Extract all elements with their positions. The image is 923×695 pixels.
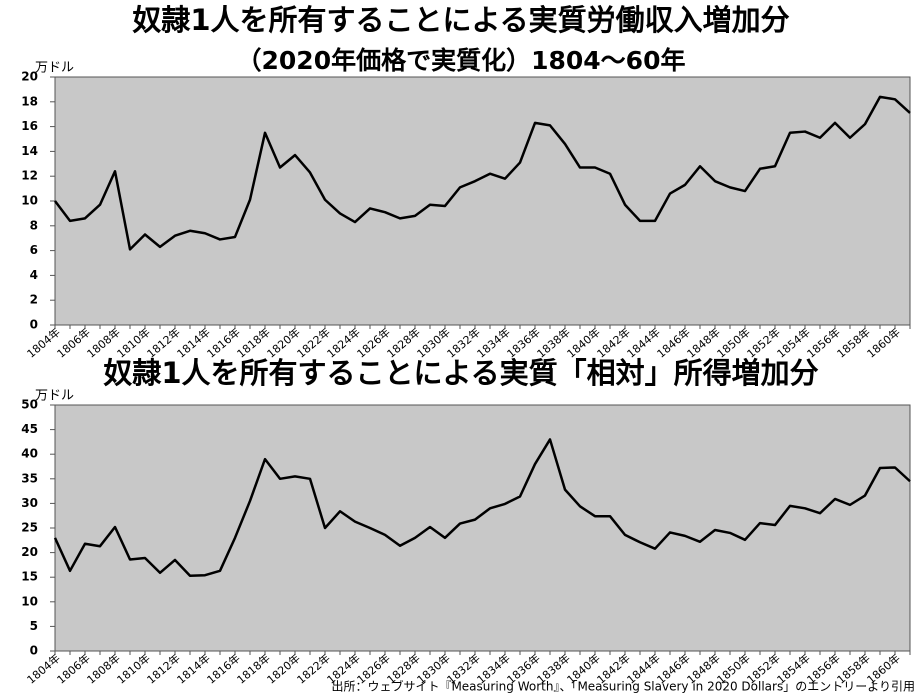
y-tick-label: 6	[30, 243, 38, 257]
y-tick-label: 18	[21, 94, 38, 108]
y-tick-label: 0	[30, 644, 38, 658]
data-line	[53, 438, 911, 577]
x-tick-label: 1856年	[804, 325, 843, 361]
y-tick-label: 30	[21, 496, 38, 510]
y-tick-label: 15	[21, 570, 38, 584]
plot-area	[54, 76, 911, 326]
y-unit: 万ドル	[35, 61, 74, 76]
y-tick-label: 2	[30, 293, 38, 307]
y-tick-label: 10	[21, 194, 38, 208]
x-tick-label: 1806年	[54, 651, 93, 687]
x-tick-label: 1806年	[54, 325, 93, 361]
x-tick-label: 1818年	[234, 651, 273, 687]
x-tick-label: 1858年	[834, 325, 873, 361]
y-tick-label: 25	[21, 521, 38, 535]
y-tick-label: 45	[21, 422, 38, 436]
y-tick-label: 10	[21, 594, 38, 608]
y-tick-label: 20	[21, 545, 38, 559]
source-note: 出所：ウェブサイト『Measuring Worth』、「Measuring Sl…	[331, 679, 915, 694]
chart-title: 奴隷1人を所有することによる実質労働収入増加分	[131, 3, 789, 37]
y-unit: 万ドル	[35, 389, 74, 404]
plot-area	[54, 404, 911, 652]
y-tick-label: 50	[21, 398, 38, 412]
x-tick-label: 1812年	[144, 651, 183, 687]
x-tick-label: 1810年	[114, 651, 153, 687]
y-tick-label: 12	[21, 169, 38, 183]
x-tick-label: 1808年	[84, 651, 123, 687]
y-tick-label: 16	[21, 119, 38, 133]
x-tick-label: 1860年	[864, 325, 903, 361]
y-tick-label: 14	[21, 144, 38, 158]
x-tick-label: 1820年	[264, 651, 303, 687]
data-line	[54, 95, 911, 251]
y-tick-label: 5	[30, 619, 38, 633]
y-tick-label: 0	[30, 318, 38, 332]
x-tick-label: 1822年	[294, 651, 333, 687]
x-tick-label: 1814年	[174, 651, 213, 687]
chart-title: 奴隷1人を所有することによる実質「相対」所得増加分	[102, 356, 818, 390]
y-tick-label: 40	[21, 447, 38, 461]
y-tick-label: 20	[21, 70, 38, 84]
y-tick-label: 4	[30, 268, 38, 282]
x-tick-label: 1816年	[204, 651, 243, 687]
y-tick-label: 8	[30, 218, 38, 232]
chart-subtitle: （2020年価格で実質化）1804～60年	[237, 46, 686, 75]
y-tick-label: 35	[21, 471, 38, 485]
